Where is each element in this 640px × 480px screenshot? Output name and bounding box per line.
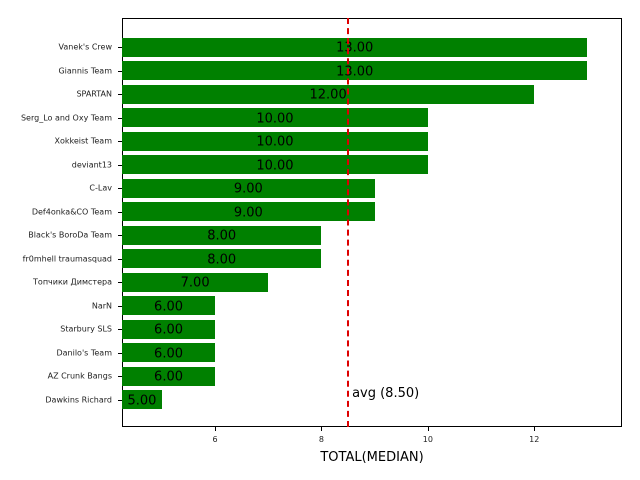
y-tick-label: Danilo's Team <box>56 348 112 357</box>
x-tick-label: 10 <box>422 435 433 444</box>
bar <box>122 343 216 362</box>
bar-value-label: 13.00 <box>336 64 374 79</box>
average-label: avg (8.50) <box>352 386 420 401</box>
bar <box>122 61 588 80</box>
bar-value-label: 6.00 <box>154 322 184 338</box>
x-axis-title: TOTAL(MEDIAN) <box>320 450 424 465</box>
bar-value-label: 6.00 <box>154 369 184 385</box>
x-tick-label: 8 <box>318 435 324 444</box>
y-tick <box>118 47 122 48</box>
bar <box>122 272 269 292</box>
bar-value-label: 9.00 <box>233 181 263 197</box>
bar-value-label: 10.00 <box>256 134 294 150</box>
y-tick-label: fr0mhell traumasquad <box>22 254 112 263</box>
y-tick-label: Serg_Lo and Oxy Team <box>20 113 112 122</box>
y-tick-label: deviant13 <box>71 160 112 169</box>
bar-value-label: 12.00 <box>309 87 347 103</box>
bar-value-label: 13.00 <box>336 40 374 56</box>
y-tick <box>118 235 122 236</box>
y-tick-label: Giannis Team <box>58 66 112 75</box>
y-tick-label: SPARTAN <box>76 89 112 99</box>
y-tick <box>118 329 122 330</box>
y-tick-label: Xokkeist Team <box>54 136 113 146</box>
bar <box>122 155 428 174</box>
bar-value-label: 6.00 <box>154 299 184 314</box>
y-tick-label: C-Lav <box>89 183 112 193</box>
bar-value-label: 9.00 <box>233 205 263 220</box>
bar <box>122 37 588 57</box>
y-tick <box>118 164 122 166</box>
y-tick-label: Black's BoroDa Team <box>28 230 112 240</box>
bar <box>122 319 216 339</box>
x-tick-label: 6 <box>212 435 218 444</box>
x-tick <box>427 427 429 431</box>
y-tick <box>118 399 122 401</box>
bar <box>122 249 322 268</box>
bar <box>122 296 216 315</box>
bar <box>122 131 428 151</box>
bar-value-label: 8.00 <box>207 228 237 244</box>
y-tick-label: Def4onka&CO Team <box>31 207 112 216</box>
x-tick <box>215 427 217 431</box>
y-tick-label: AZ Crunk Bangs <box>47 371 112 381</box>
y-tick-label: NarN <box>91 301 112 310</box>
average-line <box>347 18 350 427</box>
y-tick <box>118 258 122 260</box>
bar <box>122 108 428 127</box>
y-tick <box>118 352 122 354</box>
bar-value-label: 10.00 <box>256 111 294 126</box>
y-tick <box>118 70 122 72</box>
bar-value-label: 10.00 <box>256 158 294 173</box>
bar <box>122 390 162 409</box>
y-tick <box>118 117 122 119</box>
bar-value-label: 8.00 <box>207 252 237 267</box>
x-tick <box>321 427 323 431</box>
bar <box>122 366 216 386</box>
y-tick <box>118 94 122 95</box>
y-tick <box>118 282 122 283</box>
y-tick-label: Vanek's Crew <box>58 42 112 52</box>
bar <box>122 202 375 221</box>
bar-value-label: 6.00 <box>154 346 184 361</box>
y-tick-label: Dawkins Richard <box>45 395 112 404</box>
plot-area <box>122 18 622 427</box>
bar <box>122 84 535 104</box>
bar <box>122 225 322 245</box>
y-tick <box>118 211 122 213</box>
y-tick <box>118 188 122 189</box>
y-tick-label: Starbury SLS <box>60 324 112 334</box>
y-tick <box>118 305 122 307</box>
y-tick <box>118 376 122 377</box>
x-tick-label: 12 <box>529 435 540 444</box>
y-tick <box>118 141 122 142</box>
x-tick <box>534 427 536 431</box>
bar <box>122 178 375 198</box>
bar-value-label: 5.00 <box>127 393 157 408</box>
y-tick-label: Топчики Димстера <box>33 277 112 287</box>
bar-value-label: 7.00 <box>180 275 210 291</box>
